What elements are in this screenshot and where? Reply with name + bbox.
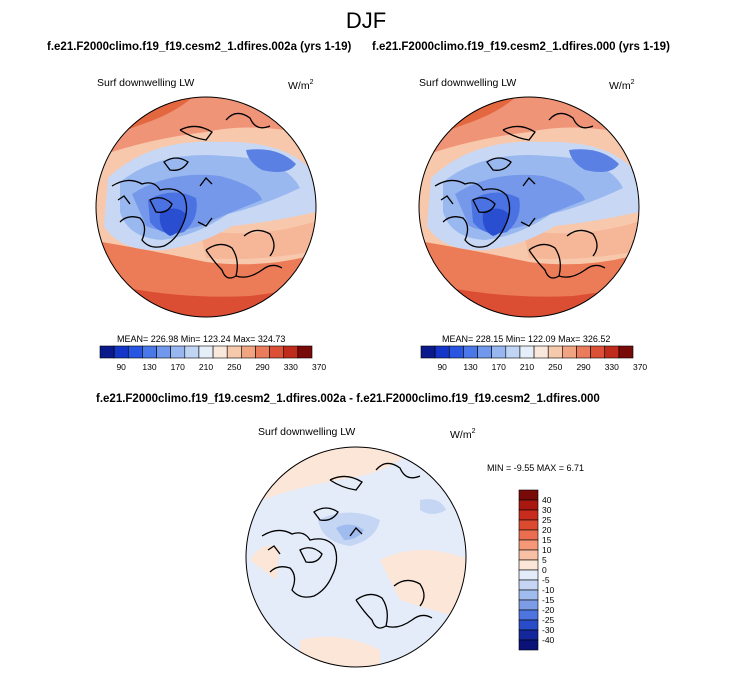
colorbar-swatch [198, 345, 214, 359]
colorbar-tick-label: 15 [542, 535, 552, 545]
colorbar-swatch [518, 509, 539, 521]
diff-variable-title: Surf downwelling LW [258, 426, 356, 438]
diff-title: f.e21.F2000climo.f19_f19.cesm2_1.dfires.… [96, 393, 600, 405]
colorbar-swatch [142, 345, 157, 359]
colorbar-tick-label: -15 [542, 595, 555, 605]
left-stats: MEAN= 226.98 Min= 123.24 Max= 324.73 [117, 334, 286, 344]
right-units: W/m2 [609, 79, 635, 92]
right-stats: MEAN= 228.15 Min= 122.09 Max= 326.52 [442, 334, 611, 344]
right-variable-title: Surf downwelling LW [419, 77, 517, 89]
colorbar-tick-label: 290 [576, 362, 591, 372]
colorbar-tick-label: 5 [542, 555, 547, 565]
colorbar-swatch [297, 345, 313, 359]
colorbar-swatch [518, 619, 539, 631]
colorbar-swatch [518, 519, 539, 531]
colorbar-swatch [518, 569, 539, 581]
colorbar-swatch [518, 599, 539, 611]
colorbar-swatch [518, 529, 539, 541]
colorbar-swatch [99, 345, 115, 359]
colorbar-swatch [533, 345, 549, 359]
diff-stats: MIN = -9.55 MAX = 6.71 [487, 463, 585, 473]
colorbar-tick-label: 170 [170, 362, 185, 372]
colorbar-swatch [156, 345, 171, 359]
colorbar-tick-label: 170 [491, 362, 506, 372]
colorbar-tick-label: 370 [311, 362, 327, 372]
diff-colorbar [518, 489, 539, 651]
colorbar-swatch [604, 345, 620, 359]
diff-field [246, 447, 466, 667]
colorbar-swatch [241, 345, 256, 359]
colorbar-swatch [547, 345, 563, 359]
colorbar-tick-label: 290 [255, 362, 270, 372]
colorbar-swatch [576, 345, 591, 359]
colorbar-swatch [562, 345, 577, 359]
colorbar-tick-label: 130 [142, 362, 157, 372]
colorbar-tick-label: 330 [604, 362, 619, 372]
colorbar-swatch [477, 345, 492, 359]
colorbar-swatch [434, 345, 450, 359]
colorbar-swatch [518, 639, 539, 651]
left-units: W/m2 [288, 79, 314, 92]
left-field [96, 97, 316, 317]
left-variable-title: Surf downwelling LW [97, 77, 195, 89]
colorbar-swatch [519, 345, 535, 359]
colorbar-swatch [505, 345, 521, 359]
colorbar-swatch [518, 579, 539, 591]
colorbar-tick-label: 30 [542, 505, 552, 515]
colorbar-swatch [518, 629, 539, 641]
colorbar-tick-label: -30 [542, 625, 555, 635]
colorbar-tick-label: 130 [463, 362, 478, 372]
colorbar-swatch [269, 345, 285, 359]
colorbar-swatch [518, 609, 539, 621]
right-run-label: f.e21.F2000climo.f19_f19.cesm2_1.dfires.… [372, 41, 670, 53]
colorbar-swatch [518, 499, 539, 511]
left-colorbar [99, 345, 313, 359]
colorbar-swatch [283, 345, 299, 359]
colorbar-swatch [448, 345, 464, 359]
colorbar-swatch [518, 489, 539, 501]
colorbar-tick-label: 10 [542, 545, 552, 555]
right-field [419, 97, 639, 317]
colorbar-swatch [463, 345, 478, 359]
colorbar-tick-label: -25 [542, 615, 555, 625]
colorbar-tick-label: 40 [542, 495, 552, 505]
colorbar-tick-label: 90 [116, 362, 126, 372]
colorbar-swatch [518, 559, 539, 571]
colorbar-tick-label: 20 [542, 525, 552, 535]
colorbar-swatch [184, 345, 200, 359]
colorbar-tick-label: 90 [437, 362, 447, 372]
colorbar-swatch [491, 345, 507, 359]
colorbar-tick-label: 0 [542, 565, 547, 575]
colorbar-tick-label: -10 [542, 585, 555, 595]
colorbar-tick-label: 250 [227, 362, 242, 372]
colorbar-swatch [127, 345, 143, 359]
colorbar-swatch [255, 345, 270, 359]
colorbar-tick-label: -20 [542, 605, 555, 615]
colorbar-tick-label: -5 [542, 575, 550, 585]
colorbar-tick-label: 210 [519, 362, 535, 372]
diff-units: W/m2 [450, 428, 476, 441]
colorbar-swatch [170, 345, 186, 359]
colorbar-swatch [518, 549, 539, 561]
season-title: DJF [345, 8, 387, 33]
colorbar-swatch [618, 345, 634, 359]
colorbar-swatch [212, 345, 228, 359]
right-colorbar [420, 345, 634, 359]
colorbar-swatch [518, 539, 539, 551]
colorbar-swatch [113, 345, 129, 359]
colorbar-swatch [420, 345, 436, 359]
colorbar-tick-label: 25 [542, 515, 552, 525]
left-run-label: f.e21.F2000climo.f19_f19.cesm2_1.dfires.… [47, 41, 352, 53]
colorbar-tick-label: 210 [198, 362, 214, 372]
colorbar-tick-label: 370 [632, 362, 648, 372]
colorbar-swatch [518, 589, 539, 601]
colorbar-swatch [226, 345, 242, 359]
colorbar-tick-label: 250 [548, 362, 563, 372]
colorbar-swatch [590, 345, 606, 359]
colorbar-tick-label: 330 [283, 362, 298, 372]
colorbar-tick-label: -40 [542, 635, 555, 645]
